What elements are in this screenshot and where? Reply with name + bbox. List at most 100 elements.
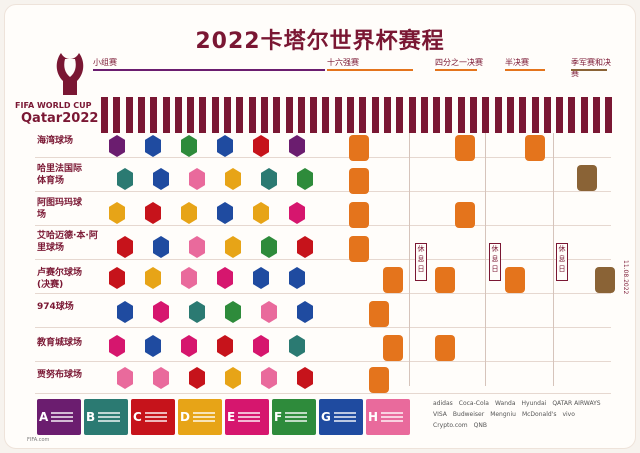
stage-separator bbox=[409, 133, 410, 386]
date-column-header bbox=[580, 97, 588, 133]
match-marker bbox=[225, 301, 241, 323]
sponsor-logo: Mengniu bbox=[490, 411, 516, 418]
legend-letter: F bbox=[274, 410, 283, 424]
sponsor-logo: Wanda bbox=[494, 400, 516, 407]
match-marker bbox=[217, 135, 233, 157]
venue-5: 974球场 bbox=[37, 302, 74, 312]
legend-letter: H bbox=[368, 410, 379, 424]
row-divider bbox=[35, 191, 611, 192]
date-column-header bbox=[137, 97, 145, 133]
legend-letter: D bbox=[180, 410, 190, 424]
venue-0: 海湾球场 bbox=[37, 136, 74, 146]
date-column-header bbox=[396, 97, 404, 133]
footer-text: FIFA.com bbox=[27, 437, 50, 443]
match-marker bbox=[189, 236, 205, 258]
date-column-header bbox=[408, 97, 416, 133]
rest-day-marker: 休息日 bbox=[415, 243, 427, 281]
knockout-match-marker bbox=[383, 335, 403, 361]
match-marker bbox=[217, 267, 233, 289]
stage-final-label: 季军赛和决赛 bbox=[571, 58, 611, 78]
row-divider bbox=[35, 361, 611, 362]
row-divider bbox=[35, 225, 611, 226]
legend-letter: B bbox=[86, 410, 96, 424]
match-marker bbox=[117, 168, 133, 190]
sponsor-logos: adidas Coca-Cola Wanda Hyundai QATAR AIR… bbox=[433, 400, 615, 429]
poster: 2022卡塔尔世界杯赛程 FIFA WORLD CUP Qatar2022 小组… bbox=[4, 4, 636, 449]
match-marker bbox=[153, 168, 169, 190]
stage-r16: 十六强赛 bbox=[327, 57, 413, 71]
match-marker bbox=[289, 135, 305, 157]
stage-separator bbox=[553, 133, 554, 386]
match-marker bbox=[109, 335, 125, 357]
stage-group: 小组赛 bbox=[93, 57, 325, 71]
date-column-header bbox=[420, 97, 428, 133]
venue-7: 贾努布球场 bbox=[37, 370, 83, 380]
legend-group-f: F bbox=[272, 399, 316, 435]
venue-2: 阿图玛玛球场 bbox=[37, 198, 83, 220]
venue-3: 艾哈迈德·本·阿里球场 bbox=[37, 231, 98, 253]
venue-1: 哈里法国际体育场 bbox=[37, 164, 83, 186]
sponsor-logo: Hyundai bbox=[521, 400, 547, 407]
sponsor-logo: McDonald's bbox=[521, 411, 557, 418]
match-marker bbox=[145, 267, 161, 289]
venue-6: 教育城球场 bbox=[37, 338, 83, 348]
match-marker bbox=[253, 135, 269, 157]
trophy-emblem-icon bbox=[56, 53, 84, 95]
date-column-header bbox=[285, 97, 293, 133]
match-marker bbox=[189, 168, 205, 190]
date-column-header bbox=[248, 97, 256, 133]
match-marker bbox=[109, 135, 125, 157]
row-divider bbox=[35, 293, 611, 294]
stage-final: 季军赛和决赛 bbox=[571, 57, 611, 79]
sponsor-logo: Crypto.com bbox=[433, 422, 468, 429]
legend-group-e: E bbox=[225, 399, 269, 435]
match-marker bbox=[289, 202, 305, 224]
date-column-header bbox=[150, 97, 158, 133]
date-column-header bbox=[506, 97, 514, 133]
sponsor-logo: Budweiser bbox=[452, 411, 485, 418]
match-marker bbox=[289, 267, 305, 289]
date-column-header bbox=[383, 97, 391, 133]
stage-r16-label: 十六强赛 bbox=[327, 58, 359, 67]
knockout-match-marker bbox=[349, 135, 369, 161]
match-marker bbox=[189, 367, 205, 389]
date-column-header bbox=[470, 97, 477, 133]
row-divider bbox=[35, 157, 611, 158]
date-column-header bbox=[359, 97, 367, 133]
date-column-header bbox=[297, 97, 305, 133]
stage-qf-label: 四分之一决赛 bbox=[435, 58, 483, 67]
date-column-header bbox=[593, 97, 600, 133]
knockout-match-marker bbox=[435, 335, 455, 361]
match-marker bbox=[217, 202, 233, 224]
date-column-header bbox=[519, 97, 527, 133]
date-column-header bbox=[199, 97, 207, 133]
date-column-header bbox=[174, 97, 182, 133]
date-column-header bbox=[322, 97, 330, 133]
match-marker bbox=[109, 267, 125, 289]
date-column-header bbox=[310, 97, 318, 133]
stage-sf-label: 半决赛 bbox=[505, 58, 529, 67]
final-match-marker bbox=[595, 267, 615, 293]
legend-group-d: D bbox=[178, 399, 222, 435]
side-date-text: 11.08.2022 bbox=[622, 260, 629, 295]
match-marker bbox=[181, 135, 197, 157]
date-column-header bbox=[113, 97, 121, 133]
match-marker bbox=[297, 301, 313, 323]
date-column-header bbox=[568, 97, 576, 133]
match-marker bbox=[261, 301, 277, 323]
match-marker bbox=[117, 301, 133, 323]
rest-day-marker: 休息日 bbox=[489, 243, 501, 281]
stage-group-bar bbox=[93, 69, 325, 71]
stage-sf-bar bbox=[505, 69, 545, 71]
sponsor-logo: QNB bbox=[473, 422, 487, 429]
date-column-header bbox=[494, 97, 502, 133]
venue-4: 卢赛尔球场(决赛) bbox=[37, 268, 83, 290]
match-marker bbox=[261, 367, 277, 389]
knockout-match-marker bbox=[525, 135, 545, 161]
match-marker bbox=[117, 236, 133, 258]
match-marker bbox=[225, 367, 241, 389]
final-match-marker bbox=[577, 165, 597, 191]
row-divider bbox=[35, 393, 611, 394]
match-marker bbox=[297, 367, 313, 389]
knockout-match-marker bbox=[369, 367, 389, 393]
